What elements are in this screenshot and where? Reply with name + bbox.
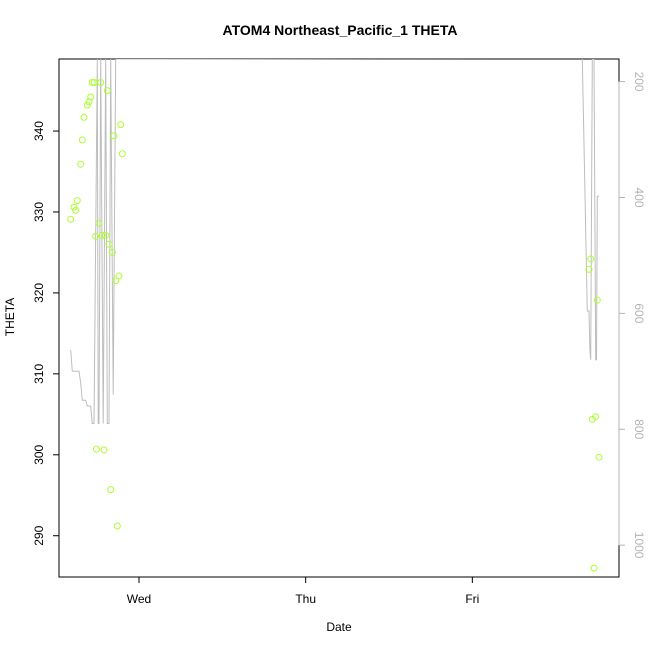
x-tick-label: Fri	[465, 592, 479, 606]
theta-point	[80, 113, 88, 121]
theta-point	[107, 486, 115, 494]
y-tick-label: 320	[32, 283, 46, 303]
theta-point	[93, 445, 100, 453]
plot-marks	[67, 59, 603, 572]
x-tick-label: Thu	[295, 592, 316, 606]
theta-point	[118, 150, 126, 158]
y-tick-label: 300	[32, 444, 46, 464]
theta-point	[592, 413, 600, 421]
y2-tick-label: 400	[632, 187, 646, 207]
theta-point	[117, 121, 125, 129]
y-tick-label: 330	[32, 202, 46, 222]
theta-point	[110, 132, 118, 140]
theta-point	[92, 232, 100, 240]
theta-point	[593, 296, 601, 304]
theta-point	[67, 215, 75, 223]
y-tick-label: 340	[32, 121, 46, 141]
y2-tick-label: 600	[632, 303, 646, 323]
plot-frame	[58, 58, 620, 578]
y-tick-label: 310	[32, 364, 46, 384]
x-tick-label: Wed	[127, 592, 151, 606]
theta-point	[97, 79, 105, 86]
theta-point	[78, 136, 86, 144]
y2-tick-label: 200	[632, 72, 646, 92]
theta-point	[73, 197, 81, 205]
x-axis-label: Date	[326, 620, 352, 634]
axes: 290 300 310 320 330 340 Wed Thu Fri 200 400 600 800 1…	[32, 72, 646, 606]
theta-point	[595, 453, 603, 461]
theta-point	[72, 206, 80, 214]
y-axis-label: THETA	[3, 298, 17, 336]
y2-tick-label: 1000	[632, 532, 646, 559]
theta-point	[108, 248, 116, 256]
theta-point	[103, 87, 111, 95]
theta-point	[102, 231, 110, 239]
theta-point	[90, 79, 98, 86]
theta-point	[113, 522, 121, 530]
y-tick-label: 290	[32, 525, 46, 545]
theta-point	[112, 277, 120, 285]
theta-point	[85, 98, 93, 106]
chart-title: ATOM4 Northeast_Pacific_1 THETA	[223, 22, 458, 38]
theta-point	[100, 446, 108, 454]
theta-point	[95, 219, 103, 227]
theta-point	[587, 255, 595, 263]
theta-point	[105, 240, 113, 248]
pressure-line	[70, 59, 599, 424]
theta-point	[585, 265, 593, 273]
theta-point	[98, 231, 106, 239]
theta-point	[77, 160, 85, 168]
theta-point	[70, 203, 78, 211]
theta-point	[87, 93, 95, 101]
theta-point	[590, 564, 598, 572]
theta-point	[115, 272, 123, 280]
y2-tick-label: 800	[632, 419, 646, 439]
